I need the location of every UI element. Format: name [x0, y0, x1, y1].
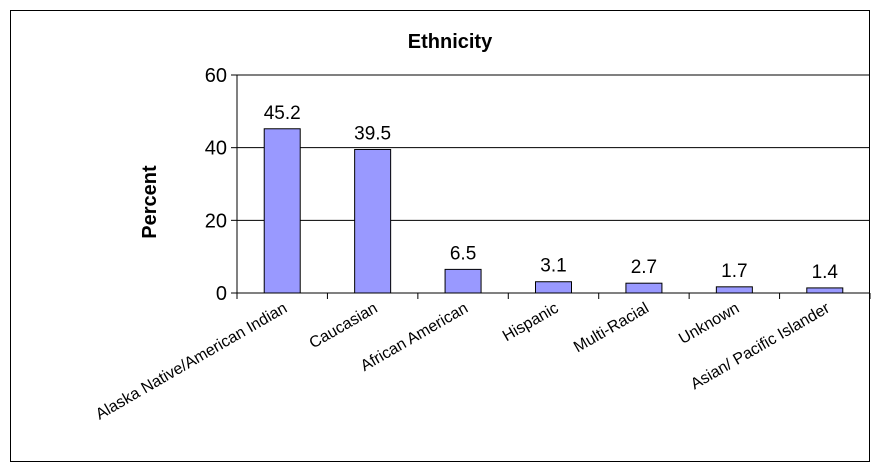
- gridlines: [237, 74, 870, 221]
- y-axis-label: Percent: [139, 165, 161, 239]
- chart-frame: [10, 10, 870, 462]
- category-label-3: Hispanic: [500, 300, 562, 345]
- bar-5: [715, 286, 753, 294]
- category-label-4: Multi-Racial: [571, 300, 652, 357]
- data-label-4: 2.7: [631, 257, 657, 278]
- y-tick-label-20: 20: [205, 210, 227, 232]
- chart-title: Ethnicity: [408, 31, 493, 53]
- y-tick-label-60: 60: [205, 65, 227, 87]
- y-tick-label-40: 40: [205, 138, 227, 160]
- bar-1: [354, 148, 392, 294]
- bar-2: [444, 268, 482, 294]
- category-label-5: Unknown: [676, 300, 742, 348]
- category-label-0: Alaska Native/American Indian: [93, 300, 290, 424]
- data-label-5: 1.7: [721, 261, 747, 282]
- y-tick-labels: 0 20 40 60: [205, 65, 227, 305]
- category-labels: Alaska Native/American Indian CaucasianAf…: [93, 299, 833, 423]
- data-labels: 45.2 39.5 6.5 3.1 2.7 1.7 1.4: [264, 103, 839, 283]
- y-tick-label-0: 0: [216, 283, 227, 305]
- bar-4: [625, 282, 663, 294]
- data-label-3: 3.1: [540, 256, 566, 277]
- data-label-2: 6.5: [450, 243, 476, 264]
- data-label-1: 39.5: [354, 123, 391, 144]
- bar-6: [806, 287, 844, 294]
- category-label-1: Caucasian: [307, 300, 381, 353]
- bar-0: [263, 128, 301, 294]
- axes: [231, 74, 871, 299]
- data-label-6: 1.4: [812, 262, 839, 283]
- bar-3: [535, 281, 572, 294]
- data-label-0: 45.2: [264, 103, 301, 124]
- bars: [263, 128, 844, 294]
